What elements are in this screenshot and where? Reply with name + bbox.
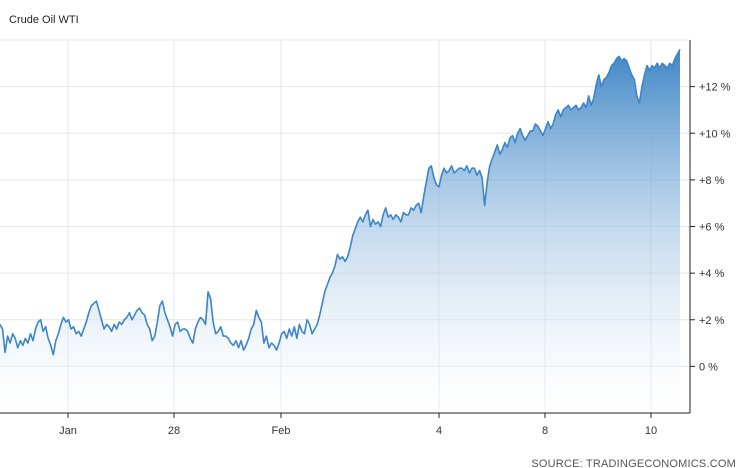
y-tick-label: +12 % <box>699 82 731 94</box>
y-axis-ticks: 0 % +2 % +4 % +6 % +8 % +10 % +12 % <box>690 82 731 373</box>
x-axis-ticks: Jan 28 Feb 4 8 10 <box>59 413 657 437</box>
x-tick-label: 8 <box>542 425 548 437</box>
x-tick-label: 4 <box>436 425 442 437</box>
y-tick-label: +10 % <box>699 128 731 140</box>
x-tick-label: 10 <box>645 425 657 437</box>
series-line <box>0 48 681 356</box>
y-tick-label: +8 % <box>699 175 725 187</box>
x-tick-label: 28 <box>168 425 180 437</box>
y-tick-label: 0 % <box>699 361 718 373</box>
source-credit: SOURCE: TRADINGECONOMICS.COM <box>531 458 736 468</box>
x-tick-label: Feb <box>272 425 291 437</box>
y-tick-label: +2 % <box>699 315 725 327</box>
x-tick-label: Jan <box>59 425 77 437</box>
y-tick-label: +4 % <box>699 268 725 280</box>
y-tick-label: +6 % <box>699 222 725 234</box>
series-area <box>0 49 680 413</box>
chart-title: Crude Oil WTI <box>9 14 79 26</box>
